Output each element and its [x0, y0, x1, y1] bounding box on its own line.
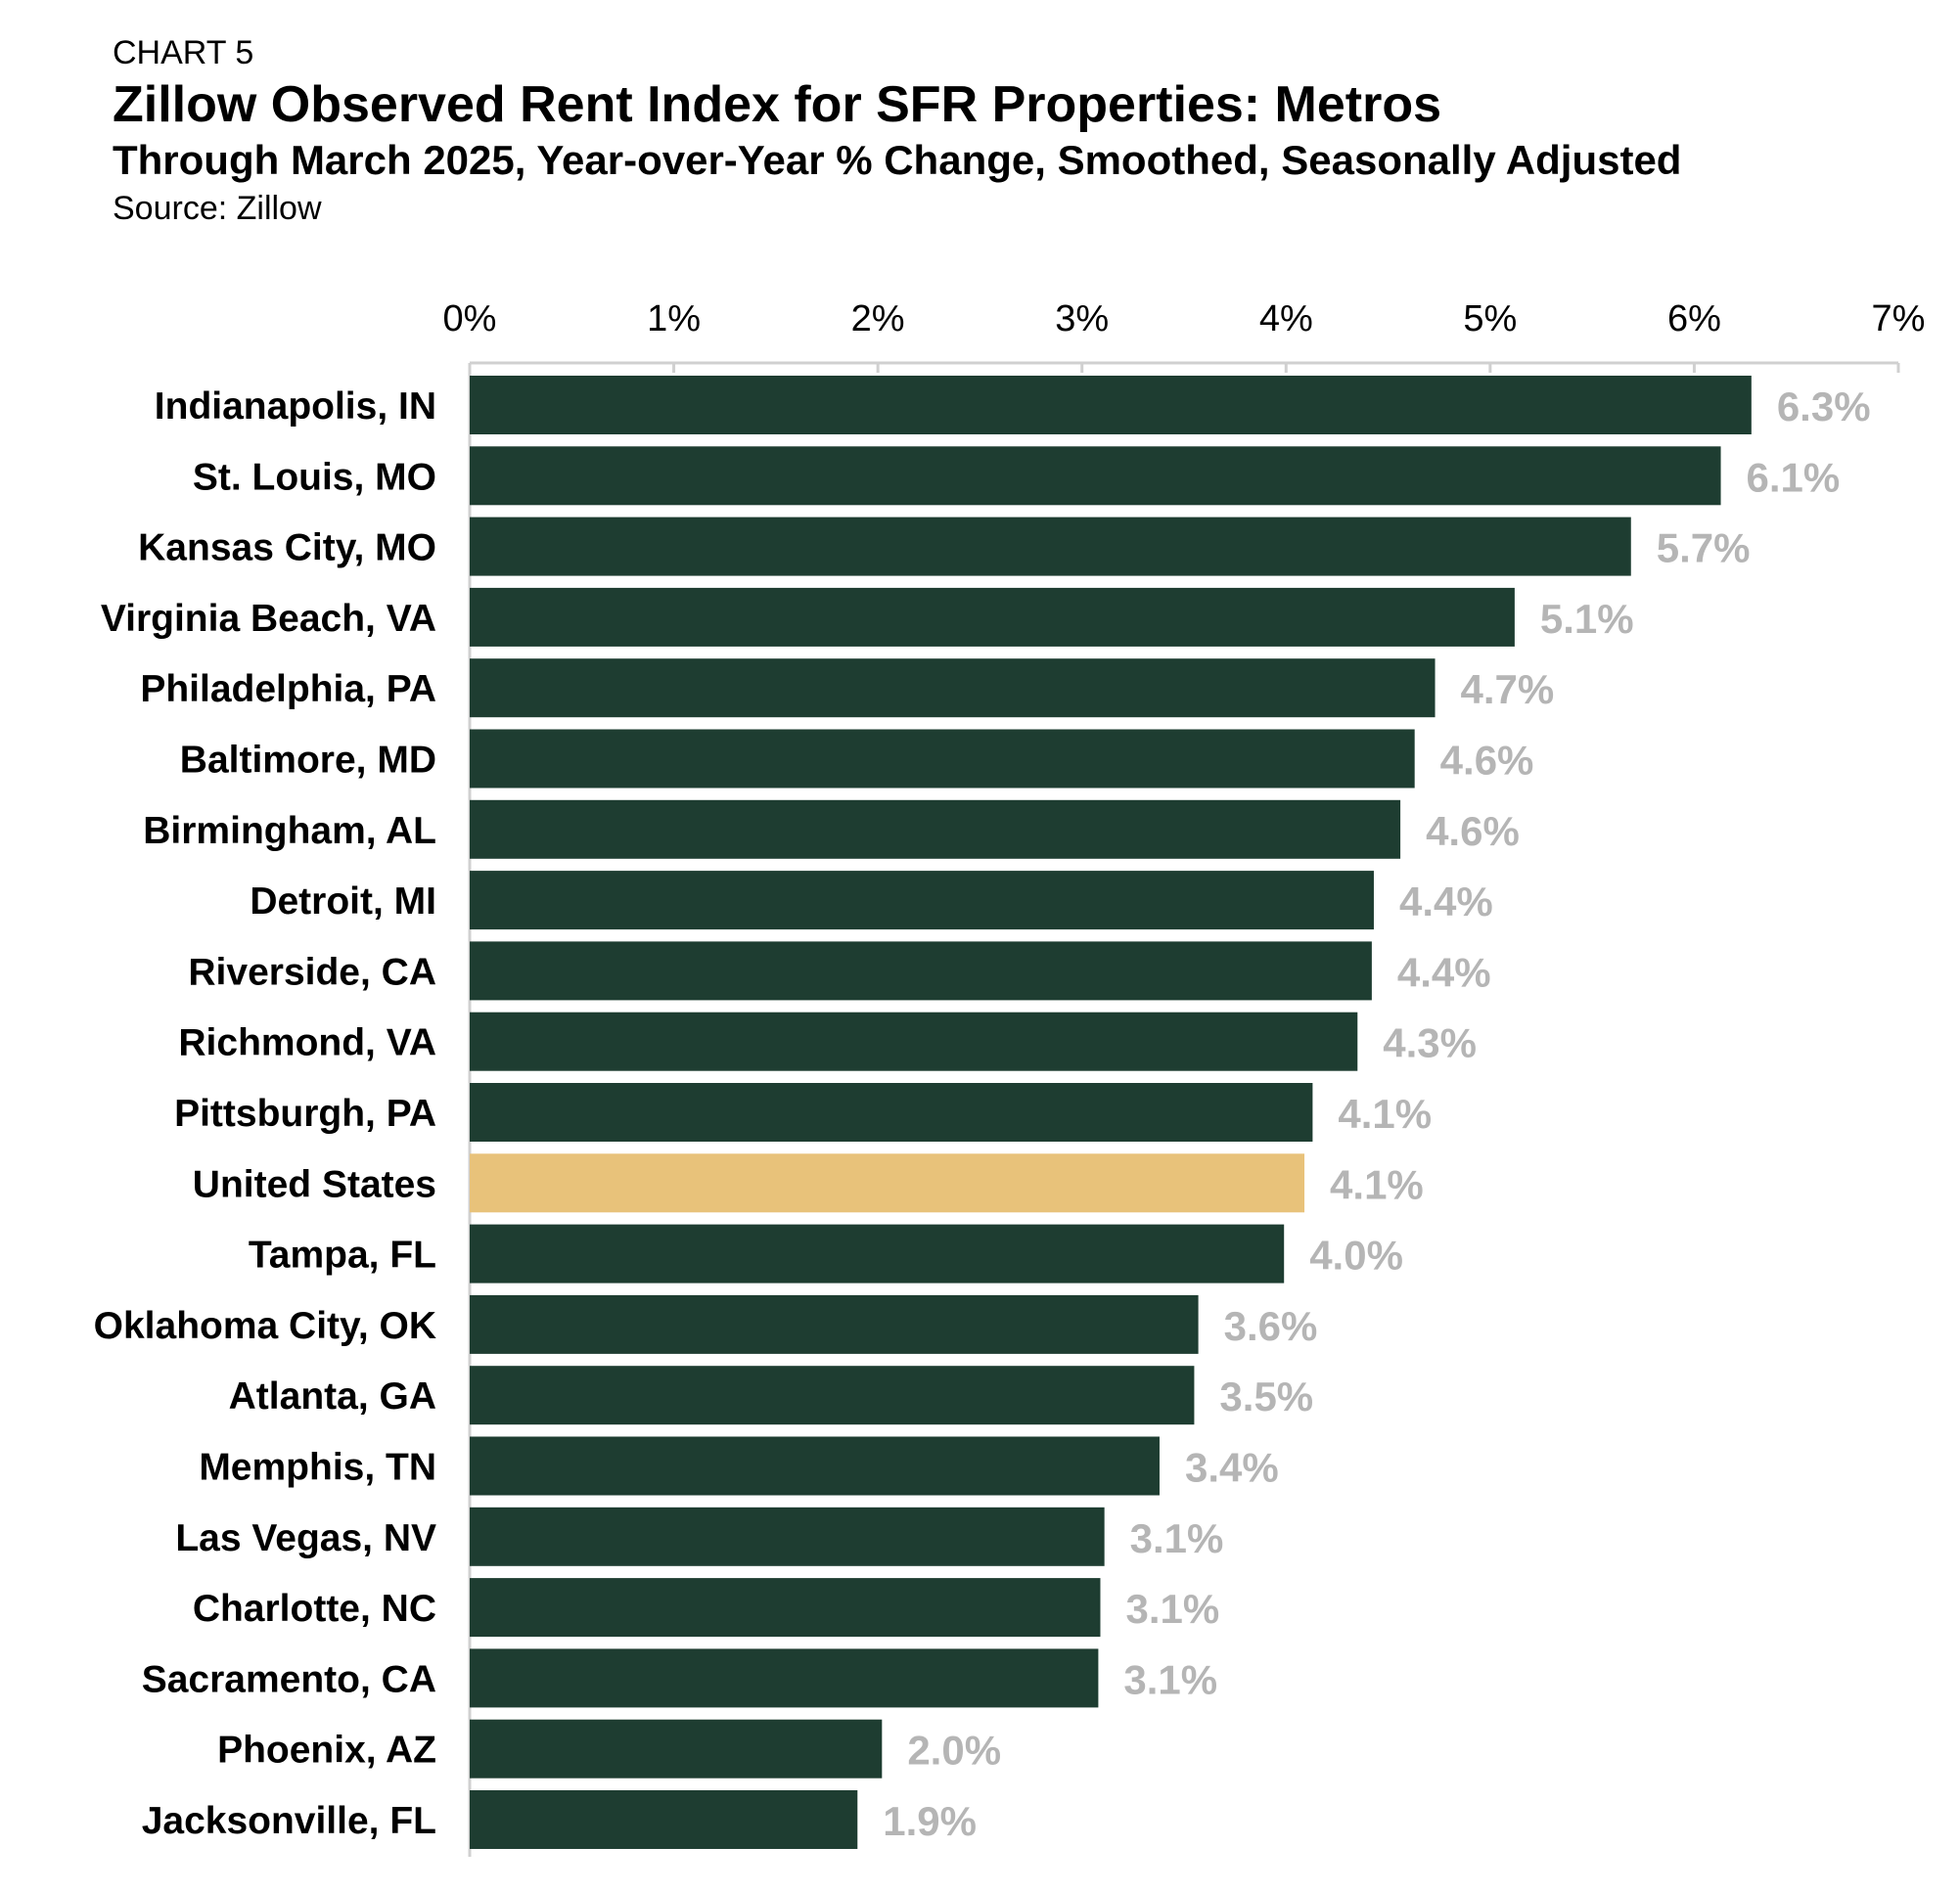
- chart-title: Zillow Observed Rent Index for SFR Prope…: [113, 76, 1442, 133]
- category-label: United States: [193, 1163, 436, 1205]
- category-label: Phoenix, AZ: [217, 1730, 436, 1772]
- bar: [470, 871, 1374, 930]
- data-label: 3.1%: [1125, 1586, 1219, 1632]
- data-label: 3.4%: [1185, 1445, 1279, 1491]
- bar-highlight: [470, 1153, 1305, 1213]
- data-label: 3.1%: [1123, 1656, 1217, 1702]
- category-label: Jacksonville, FL: [142, 1800, 436, 1842]
- x-tick-label: 2%: [851, 298, 905, 339]
- data-label: 4.4%: [1397, 949, 1491, 995]
- bars: [470, 376, 1752, 1849]
- category-label: Charlotte, NC: [193, 1588, 436, 1630]
- data-label: 3.5%: [1219, 1374, 1313, 1419]
- data-label: 4.1%: [1330, 1161, 1424, 1207]
- category-label: Kansas City, MO: [138, 527, 436, 569]
- category-label: Philadelphia, PA: [140, 668, 436, 710]
- data-label: 3.6%: [1224, 1303, 1318, 1349]
- category-label: Pittsburgh, PA: [174, 1093, 436, 1135]
- bar: [470, 1790, 858, 1849]
- bar: [470, 1366, 1195, 1425]
- category-label: Las Vegas, NV: [175, 1517, 436, 1559]
- category-label: Indianapolis, IN: [155, 385, 436, 428]
- data-label: 4.6%: [1440, 738, 1534, 784]
- bar: [470, 799, 1401, 859]
- data-label: 4.6%: [1426, 808, 1520, 854]
- chart-source: Source: Zillow: [113, 190, 322, 227]
- category-label: Birmingham, AL: [143, 810, 436, 852]
- x-tick-label: 6%: [1667, 298, 1721, 339]
- category-label: St. Louis, MO: [193, 456, 436, 498]
- x-tick-label: 0%: [443, 298, 497, 339]
- bar: [470, 587, 1515, 647]
- x-tick-label: 4%: [1259, 298, 1313, 339]
- bar: [470, 1083, 1313, 1142]
- category-label: Oklahoma City, OK: [94, 1305, 436, 1347]
- bar: [470, 658, 1436, 718]
- data-label: 5.1%: [1540, 596, 1634, 642]
- data-label: 1.9%: [883, 1798, 977, 1844]
- category-label: Baltimore, MD: [180, 740, 436, 782]
- data-label: 4.3%: [1383, 1020, 1477, 1066]
- bar: [470, 446, 1721, 506]
- x-tick-label: 1%: [647, 298, 701, 339]
- bar: [470, 1012, 1358, 1071]
- bar: [470, 517, 1631, 576]
- data-label: 4.1%: [1338, 1091, 1432, 1137]
- bar: [470, 1294, 1199, 1354]
- bar: [470, 1648, 1099, 1708]
- data-label: 6.3%: [1777, 383, 1871, 429]
- data-label: 6.1%: [1747, 454, 1841, 500]
- labels: Indianapolis, IN 6.3% St. Louis, MO 6.1% Kan…: [94, 383, 1871, 1844]
- data-label: 4.4%: [1399, 878, 1493, 924]
- x-tick-label: 5%: [1463, 298, 1517, 339]
- bar: [470, 1436, 1160, 1496]
- category-label: Virginia Beach, VA: [101, 598, 436, 640]
- bar: [470, 1719, 883, 1779]
- chart-header: CHART 5 Zillow Observed Rent Index for S…: [113, 33, 1681, 229]
- bar: [470, 376, 1752, 434]
- category-label: Memphis, TN: [199, 1447, 436, 1489]
- bar: [470, 941, 1372, 1001]
- chart-number: CHART 5: [113, 34, 254, 71]
- category-label: Detroit, MI: [250, 880, 436, 923]
- bar: [470, 1507, 1105, 1566]
- x-tick-label: 3%: [1055, 298, 1109, 339]
- category-label: Richmond, VA: [178, 1022, 436, 1064]
- data-label: 3.1%: [1130, 1515, 1224, 1561]
- x-tick-label: 7%: [1872, 298, 1926, 339]
- data-label: 4.7%: [1461, 666, 1555, 712]
- chart-subtitle: Through March 2025, Year-over-Year % Cha…: [113, 137, 1682, 183]
- bar: [470, 1578, 1101, 1638]
- data-label: 5.7%: [1657, 525, 1751, 571]
- category-label: Tampa, FL: [249, 1235, 436, 1277]
- data-label: 4.0%: [1309, 1233, 1403, 1279]
- bar: [470, 1224, 1285, 1284]
- category-label: Sacramento, CA: [142, 1658, 436, 1700]
- data-label: 2.0%: [907, 1728, 1001, 1774]
- category-label: Atlanta, GA: [229, 1375, 436, 1418]
- category-label: Riverside, CA: [188, 951, 436, 993]
- bar: [470, 729, 1415, 788]
